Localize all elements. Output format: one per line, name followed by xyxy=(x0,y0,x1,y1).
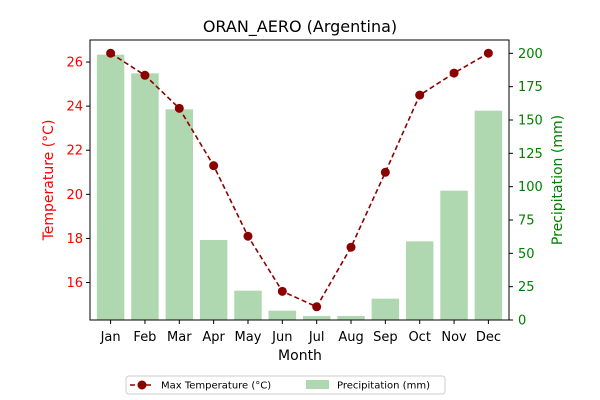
y-right-tick-label: 50 xyxy=(518,247,535,262)
temperature-point-dec xyxy=(483,48,493,58)
legend-bar-swatch xyxy=(306,380,329,389)
x-tick-label: Feb xyxy=(133,330,156,345)
y-right-tick-label: 125 xyxy=(518,147,543,162)
precipitation-bar-sep xyxy=(371,298,400,320)
temperature-point-may xyxy=(243,231,253,241)
legend-entry-precipitation: Precipitation (mm) xyxy=(337,381,430,392)
y-axis-right-label: Precipitation (mm) xyxy=(550,115,566,245)
temperature-point-apr xyxy=(209,161,219,171)
precipitation-bar-apr xyxy=(199,240,228,320)
y-axis-right: 0 25 50 75 100 125 150 175 200 xyxy=(509,47,543,329)
x-axis: Jan Feb Mar Apr May Jun Jul Aug Sep Oct Nov Dec xyxy=(100,320,501,345)
precipitation-bar-oct xyxy=(405,241,434,320)
legend-entry-temperature: Max Temperature (°C) xyxy=(161,381,271,392)
temperature-point-jul xyxy=(312,302,322,312)
temperature-point-nov xyxy=(449,68,459,78)
x-tick-label: Jul xyxy=(308,330,325,345)
precipitation-bars xyxy=(96,54,503,321)
temperature-point-jan xyxy=(106,48,116,58)
y-axis-left: 16 18 20 22 24 26 xyxy=(66,56,90,291)
legend-box xyxy=(125,375,446,395)
temperature-point-mar xyxy=(174,103,184,113)
y-right-tick-label: 100 xyxy=(518,180,543,195)
x-tick-label: Aug xyxy=(338,330,363,345)
precipitation-bar-dec xyxy=(474,110,503,321)
temperature-point-aug xyxy=(346,242,356,252)
temperature-point-feb xyxy=(140,70,150,80)
precipitation-bar-may xyxy=(234,290,262,320)
precipitation-bar-aug xyxy=(337,316,365,320)
precipitation-bar-feb xyxy=(131,73,159,320)
temperature-point-jun xyxy=(277,286,287,296)
temperature-line xyxy=(106,48,493,312)
y-left-tick-label: 18 xyxy=(66,232,83,247)
temperature-point-sep xyxy=(380,167,390,177)
precipitation-bar-jan xyxy=(96,54,125,321)
x-axis-label: Month xyxy=(278,348,322,364)
x-tick-label: Oct xyxy=(408,330,430,345)
y-left-tick-label: 26 xyxy=(66,56,83,71)
x-tick-label: Nov xyxy=(441,330,467,345)
y-axis-left-label: Temperature (°C) xyxy=(41,120,57,242)
x-tick-label: Apr xyxy=(202,330,225,345)
precipitation-bar-nov xyxy=(440,190,468,320)
x-tick-label: Jun xyxy=(271,330,292,345)
legend-line-marker xyxy=(137,380,147,390)
y-left-tick-label: 24 xyxy=(66,100,83,115)
y-left-tick-label: 16 xyxy=(66,276,83,291)
y-right-tick-label: 175 xyxy=(518,80,543,95)
x-tick-label: Jan xyxy=(100,330,121,345)
x-tick-label: Dec xyxy=(476,330,501,345)
temperature-series-line xyxy=(110,52,489,308)
y-right-tick-label: 75 xyxy=(518,214,535,229)
plot-frame xyxy=(89,39,510,321)
y-left-tick-label: 22 xyxy=(66,144,83,159)
y-right-tick-label: 200 xyxy=(518,47,543,62)
precipitation-bar-jun xyxy=(268,310,297,320)
y-right-tick-label: 25 xyxy=(518,280,535,295)
y-left-tick-label: 20 xyxy=(66,188,83,203)
legend: Max Temperature (°C) Precipitation (mm) xyxy=(125,375,446,395)
x-tick-label: Sep xyxy=(373,330,398,345)
temperature-point-oct xyxy=(415,90,425,100)
y-right-tick-label: 0 xyxy=(518,314,526,329)
x-tick-label: May xyxy=(235,330,262,345)
x-tick-label: Mar xyxy=(167,330,192,345)
precipitation-bar-jul xyxy=(302,316,331,320)
y-right-tick-label: 150 xyxy=(518,114,543,129)
chart-title: ORAN_AERO (Argentina) xyxy=(203,17,397,37)
precipitation-bar-mar xyxy=(165,109,194,320)
